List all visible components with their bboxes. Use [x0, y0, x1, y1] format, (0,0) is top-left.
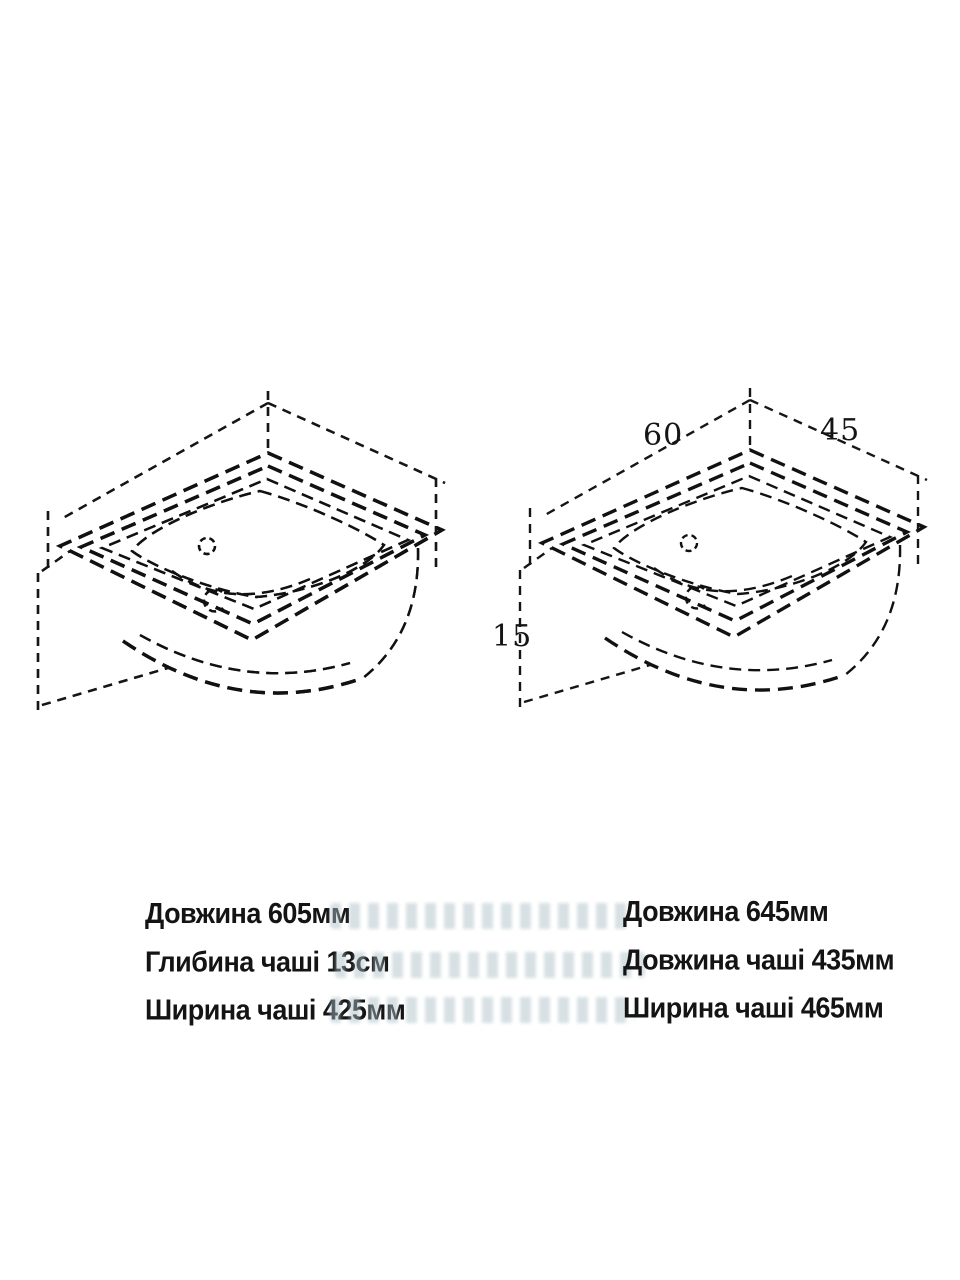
spec-list-right-sink: Довжина 645мм Довжина чаші 435мм Ширина …: [623, 888, 895, 1033]
spec-list-left-sink: Довжина 605мм Глибина чаші 13см Ширина ч…: [145, 890, 406, 1035]
faded-text-line-1: [330, 903, 630, 929]
technical-drawing-right-sink: 60 45 15: [492, 386, 929, 710]
faded-text-line-3: [330, 997, 635, 1023]
spec-left-line-2: Глибина чаші 13см: [145, 946, 390, 978]
spec-left-line-1: Довжина 605мм: [145, 897, 351, 930]
spec-right-line-2: Довжина чаші 435мм: [623, 944, 895, 976]
spec-right-line-3: Ширина чаші 465мм: [623, 992, 884, 1025]
spec-right-line-1: Довжина 645мм: [623, 895, 829, 928]
right-sink-width-label: 60: [643, 418, 683, 453]
faded-text-line-2: [335, 952, 645, 978]
technical-drawing-left-sink: 58 47 15: [36, 389, 447, 713]
right-sink-depth-label: 45: [820, 413, 860, 448]
spec-left-line-3: Ширина чаші 425мм: [145, 994, 406, 1027]
washbasin-drawings: 58 47 15 60 45 15: [36, 386, 929, 713]
right-sink-height-label: 15: [492, 619, 532, 654]
